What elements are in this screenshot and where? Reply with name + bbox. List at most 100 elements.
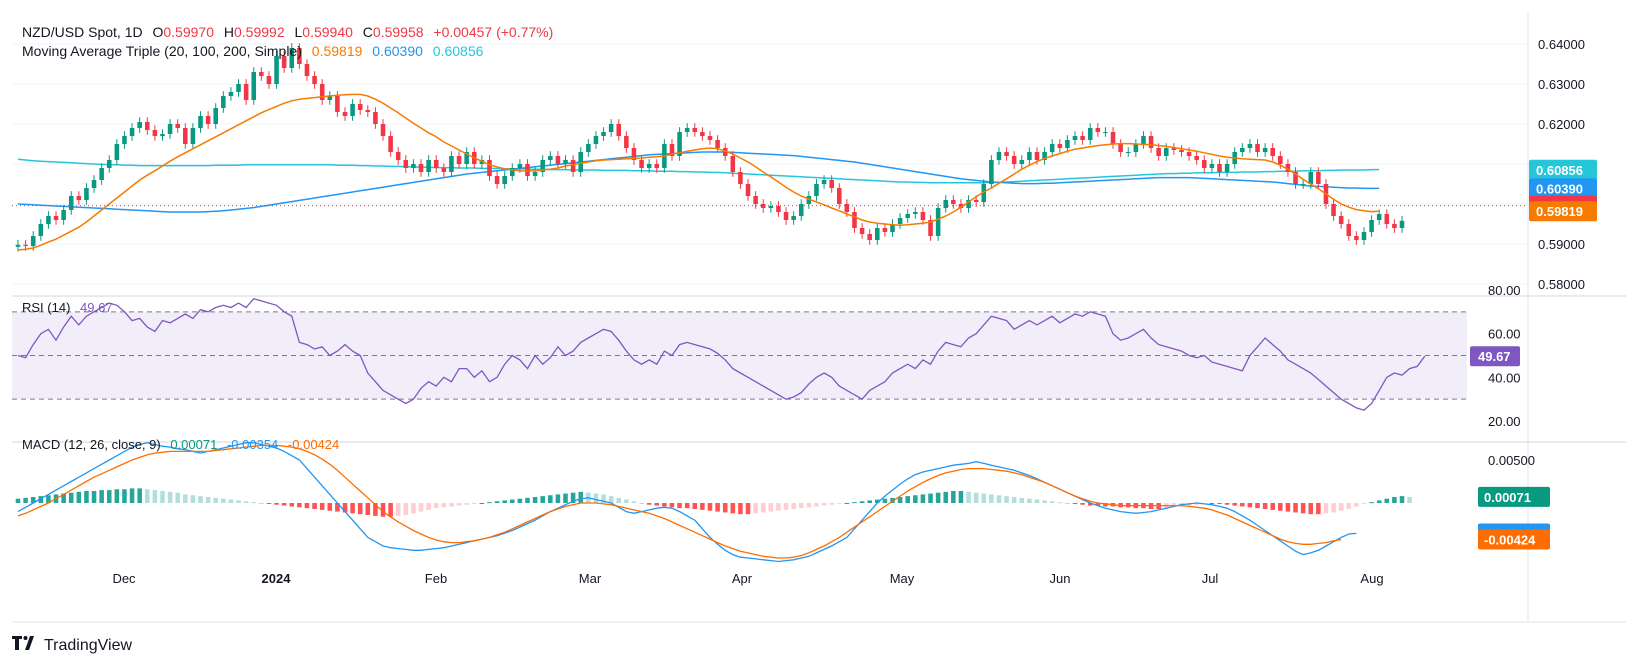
macd-hist-bar [890, 497, 895, 503]
macd-hist-bar [266, 503, 272, 504]
time-axis[interactable]: Dec 2024 Feb Mar Apr May Jun Jul Aug [112, 571, 1383, 586]
rsi-last-tag: 49.67 [1478, 349, 1511, 364]
candle-body [84, 188, 89, 200]
candle-body [380, 124, 386, 136]
candle-body [555, 156, 561, 164]
macd-hist-bar [1224, 503, 1230, 505]
candle-body [1156, 148, 1161, 156]
candle-body [411, 164, 416, 168]
candle-body [806, 196, 812, 204]
time-tick-label: Jun [1050, 571, 1071, 586]
candle-body [1376, 214, 1382, 220]
candle-body [30, 236, 36, 246]
candle-body [1057, 144, 1063, 148]
rsi-tick-label: 40.00 [1488, 370, 1521, 385]
macd-hist-bar [996, 495, 1002, 503]
macd-hist-bar [15, 498, 21, 503]
macd-hist-bar [1072, 503, 1078, 504]
macd-hist-bar [38, 496, 44, 503]
candle-body [190, 128, 196, 144]
macd-hist-bar [700, 503, 705, 510]
macd-hist-bar [768, 503, 774, 512]
candle-body [167, 124, 173, 134]
macd-lines [17, 442, 1357, 563]
candle-body [289, 48, 295, 68]
brand-name: TradingView [44, 636, 133, 654]
macd-hist-bar [1217, 503, 1222, 504]
candle-body [882, 228, 888, 232]
candle-body [768, 206, 774, 208]
ma-legend[interactable]: Moving Average Triple (20, 100, 200, Sim… [22, 42, 489, 60]
candle-body [935, 208, 941, 236]
candle-body [745, 184, 751, 196]
candle-body [829, 180, 834, 188]
candle-body [342, 112, 348, 116]
rsi-axis[interactable]: 80.00 60.00 40.00 20.00 49.67 [1470, 283, 1521, 429]
candle-body [836, 188, 842, 204]
candle-body [1027, 152, 1032, 160]
macd-hist-bar [532, 496, 538, 503]
candle-body [319, 84, 325, 100]
macd-hist-bar [753, 503, 758, 514]
macd-hist-bar [76, 491, 82, 503]
rsi-tick-label: 20.00 [1488, 414, 1521, 429]
macd-hist-bar [677, 503, 682, 509]
ma100-path [17, 151, 1380, 213]
candle-body [1049, 144, 1055, 152]
candle-body [357, 104, 363, 110]
macd-hist-bar [646, 503, 652, 505]
candle-body [1354, 236, 1359, 240]
candle-body [1316, 172, 1321, 184]
macd-legend-macd: -0.00354 [226, 437, 279, 452]
candle-body [669, 144, 675, 156]
price-tick-label: 0.64000 [1538, 37, 1585, 52]
macd-hist-bar [510, 499, 515, 503]
macd-hist-bar [1232, 503, 1237, 506]
macd-hist-bar [251, 502, 257, 504]
candle-body [502, 176, 507, 184]
candle-body [236, 84, 241, 92]
macd-legend[interactable]: MACD (12, 26, close, 9) 0.00071 -0.00354… [22, 436, 345, 454]
macd-hist-bar [152, 490, 158, 503]
rsi-legend[interactable]: RSI (14) 49.67 [22, 299, 119, 317]
macd-hist-bar [669, 503, 675, 508]
candle-body [373, 112, 378, 124]
candle-body [586, 144, 591, 152]
macd-hist-bar [441, 503, 447, 508]
macd-hist-bar [167, 491, 173, 503]
macd-hist-bar [836, 503, 842, 504]
candle-body [875, 228, 880, 240]
candle-body [114, 144, 120, 160]
macd-hist-bar [882, 498, 888, 503]
macd-hist-bar [958, 490, 964, 503]
candle-body [631, 148, 637, 160]
candle-body [46, 216, 51, 224]
macd-hist-bar [1354, 503, 1359, 507]
macd-hist-bar [1331, 503, 1336, 513]
macd-hist-bar [1011, 496, 1017, 503]
candle-body [106, 160, 112, 168]
macd-hist-bar [1346, 503, 1352, 510]
main-legend[interactable]: NZD/USD Spot, 1D O0.59970 H0.59992 L0.59… [22, 23, 559, 41]
tradingview-brand[interactable]: TradingView [12, 636, 132, 655]
macd-hist-bar [943, 491, 949, 503]
rsi-legend-label: RSI (14) [22, 300, 71, 315]
candle-body [517, 164, 523, 168]
candle-body [593, 136, 599, 144]
macd-hist-bar [852, 502, 857, 504]
candle-body [183, 128, 188, 144]
macd-hist-bar [335, 503, 340, 512]
candle-body [198, 116, 203, 128]
macd-hist-bar [502, 500, 507, 503]
macd-hist-bar [738, 503, 743, 515]
macd-hist-bar [373, 503, 378, 516]
candle-body [365, 110, 371, 112]
macd-hist-bar [1057, 502, 1063, 504]
macd-hist-bar [1065, 503, 1070, 504]
macd-hist-bar [973, 492, 979, 503]
macd-hist-bar [684, 503, 690, 509]
candle-body [175, 124, 180, 128]
